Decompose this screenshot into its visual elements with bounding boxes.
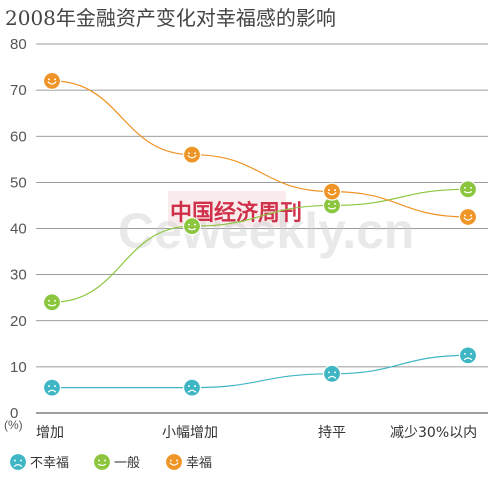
legend-label: 幸福 [186, 456, 212, 471]
x-tick-label: 增加 [36, 425, 64, 441]
y-unit-label: (%) [4, 418, 23, 432]
data-point [322, 196, 342, 215]
legend-marker [92, 452, 112, 472]
y-tick-label: 0 [10, 405, 18, 422]
y-axis: 0 10 20 30 40 50 60 70 80 [10, 36, 27, 422]
y-tick-label: 70 [10, 82, 27, 99]
legend: 不幸福 一般 幸福 [8, 452, 212, 472]
data-point [182, 145, 202, 164]
x-axis: 增加 小幅增加 持平 减少30%以内 [36, 425, 477, 441]
data-point [182, 217, 202, 236]
data-point [42, 293, 62, 312]
y-tick-label: 50 [10, 174, 27, 191]
legend-marker [8, 452, 28, 472]
data-point [458, 207, 478, 227]
legend-marker [164, 452, 184, 472]
data-point [42, 71, 62, 91]
legend-label: 一般 [114, 455, 140, 471]
data-point [322, 364, 342, 383]
series-line-1 [51, 188, 469, 303]
watermark-english: Ceweekly.cn [118, 203, 414, 259]
data-point [42, 378, 62, 397]
series-points [42, 71, 478, 397]
y-tick-label: 80 [10, 36, 27, 53]
legend-label: 不幸福 [30, 456, 69, 471]
x-tick-label: 小幅增加 [162, 425, 218, 441]
watermark: Ceweekly.cn 中国经济周刊 [118, 191, 414, 259]
data-point [182, 378, 202, 397]
data-point [458, 346, 478, 365]
chart-title: 2008年金融资产变化对幸福感的影响 [5, 6, 336, 30]
x-tick-label: 减少30%以内 [390, 425, 477, 441]
series-lines [51, 80, 469, 389]
x-tick-label: 持平 [318, 425, 346, 441]
y-tick-label: 30 [10, 267, 27, 284]
y-tick-label: 10 [10, 359, 27, 376]
series-line-0 [51, 354, 469, 389]
y-tick-label: 40 [10, 221, 27, 238]
data-point [322, 182, 342, 201]
y-tick-label: 60 [10, 128, 27, 145]
series-line-2 [51, 80, 469, 218]
y-tick-label: 20 [10, 313, 27, 330]
data-point [458, 180, 478, 199]
